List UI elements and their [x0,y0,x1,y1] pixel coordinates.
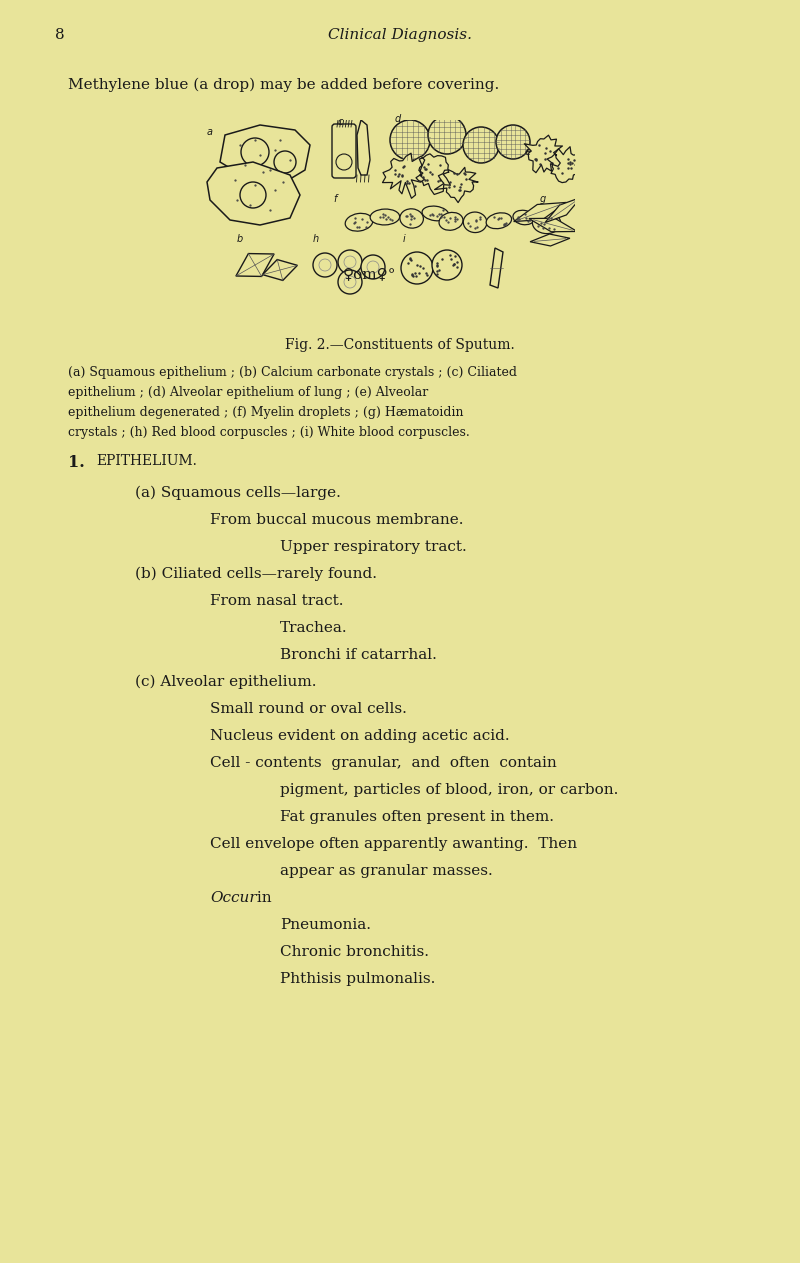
Ellipse shape [370,210,400,225]
Text: c: c [338,117,343,128]
Ellipse shape [439,212,463,230]
Polygon shape [262,260,298,280]
Circle shape [319,259,331,272]
Text: 8: 8 [55,28,65,42]
Circle shape [401,253,433,284]
Text: epithelium degenerated ; (f) Myelin droplets ; (g) Hæmatoidin: epithelium degenerated ; (f) Myelin drop… [68,405,463,419]
Ellipse shape [422,206,449,221]
Text: d: d [395,114,402,124]
Text: Occur: Occur [210,890,257,906]
Circle shape [390,120,430,160]
Circle shape [432,250,462,280]
Text: (b) Ciliated cells—rarely found.: (b) Ciliated cells—rarely found. [135,567,377,581]
Polygon shape [220,125,310,182]
Text: a: a [207,128,213,136]
Circle shape [463,128,499,163]
Polygon shape [382,153,425,198]
Text: crystals ; (h) Red blood corpuscles ; (i) White blood corpuscles.: crystals ; (h) Red blood corpuscles ; (i… [68,426,470,440]
Polygon shape [207,162,300,225]
Polygon shape [524,135,562,173]
Text: Small round or oval cells.: Small round or oval cells. [210,702,407,716]
Text: Methylene blue (a drop) may be added before covering.: Methylene blue (a drop) may be added bef… [68,78,499,92]
Circle shape [367,261,379,273]
Text: b: b [237,234,243,244]
Polygon shape [434,168,478,202]
Circle shape [338,250,362,274]
Polygon shape [357,120,370,176]
Text: pigment, particles of blood, iron, or carbon.: pigment, particles of blood, iron, or ca… [280,783,618,797]
Text: Clinical Diagnosis.: Clinical Diagnosis. [328,28,472,42]
Circle shape [241,138,269,165]
Text: Fat granules often present in them.: Fat granules often present in them. [280,810,554,823]
Text: epithelium ; (d) Alveolar epithelium of lung ; (e) Alveolar: epithelium ; (d) Alveolar epithelium of … [68,386,428,399]
Circle shape [274,152,296,173]
Circle shape [313,253,337,277]
Text: h: h [313,234,319,244]
Text: Trachea.: Trachea. [280,621,348,635]
Ellipse shape [486,213,511,229]
Circle shape [428,116,466,154]
Text: Bronchi if catarrhal.: Bronchi if catarrhal. [280,648,437,662]
Circle shape [344,277,356,288]
Text: g: g [540,195,546,205]
Circle shape [336,154,352,171]
Text: Pneumonia.: Pneumonia. [280,918,371,932]
Circle shape [496,125,530,159]
Text: Chronic bronchitis.: Chronic bronchitis. [280,945,429,959]
Text: ♀om♀°: ♀om♀° [343,266,397,280]
Text: (c) Alveolar epithelium.: (c) Alveolar epithelium. [135,674,317,690]
Polygon shape [529,218,577,232]
Text: Upper respiratory tract.: Upper respiratory tract. [280,541,466,554]
Ellipse shape [400,208,423,229]
Polygon shape [545,197,581,222]
Text: i: i [403,234,406,244]
Ellipse shape [513,210,534,225]
Text: appear as granular masses.: appear as granular masses. [280,864,493,878]
Ellipse shape [533,212,561,234]
Text: f: f [333,195,336,205]
Circle shape [344,256,356,268]
Text: e: e [525,147,531,157]
Text: From buccal mucous membrane.: From buccal mucous membrane. [210,513,463,527]
Polygon shape [416,154,450,195]
Circle shape [240,182,266,208]
Text: From nasal tract.: From nasal tract. [210,594,343,608]
Text: Fig. 2.—Constituents of Sputum.: Fig. 2.—Constituents of Sputum. [285,338,515,352]
Circle shape [338,270,362,294]
Text: 1.: 1. [68,453,85,471]
Text: Nucleus evident on adding acetic acid.: Nucleus evident on adding acetic acid. [210,729,510,743]
Text: Cell envelope often apparently awanting.  Then: Cell envelope often apparently awanting.… [210,837,577,851]
Text: in: in [252,890,272,906]
Polygon shape [514,202,566,221]
Ellipse shape [463,212,487,232]
Polygon shape [490,248,503,288]
Circle shape [361,255,385,279]
Text: EPITHELIUM.: EPITHELIUM. [96,453,197,469]
Polygon shape [236,254,274,277]
Ellipse shape [346,213,373,231]
Text: (a) Squamous epithelium ; (b) Calcium carbonate crystals ; (c) Ciliated: (a) Squamous epithelium ; (b) Calcium ca… [68,366,517,379]
Text: Cell - contents  granular,  and  often  contain: Cell - contents granular, and often cont… [210,757,557,770]
Polygon shape [547,147,585,183]
FancyBboxPatch shape [332,124,356,178]
Text: (a) Squamous cells—large.: (a) Squamous cells—large. [135,486,341,500]
Text: Phthisis pulmonalis.: Phthisis pulmonalis. [280,973,435,986]
Polygon shape [530,234,570,246]
